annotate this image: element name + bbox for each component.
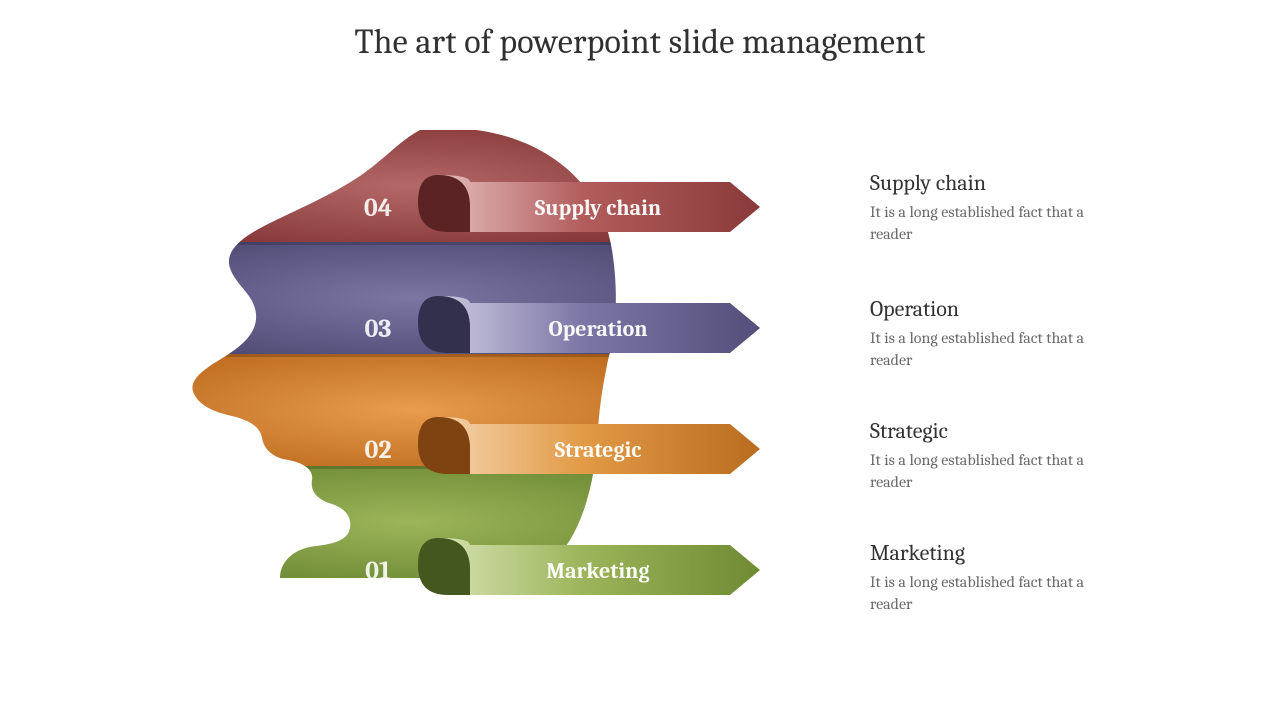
arrow-label-4: Supply chain bbox=[535, 195, 661, 221]
arrow-label-1: Marketing bbox=[546, 558, 649, 584]
side-item-strategic: Strategic It is a long established fact … bbox=[870, 418, 1110, 493]
side-desc: It is a long established fact that a rea… bbox=[870, 450, 1110, 493]
side-heading: Strategic bbox=[870, 418, 1110, 444]
band-number-2: 02 bbox=[364, 435, 391, 465]
band-number-4: 04 bbox=[364, 193, 392, 223]
slide: The art of powerpoint slide management bbox=[0, 0, 1280, 720]
side-heading: Marketing bbox=[870, 540, 1110, 566]
side-desc: It is a long established fact that a rea… bbox=[870, 572, 1110, 615]
side-desc: It is a long established fact that a rea… bbox=[870, 328, 1110, 371]
band-number-1: 01 bbox=[365, 556, 391, 586]
band-number-3: 03 bbox=[364, 314, 391, 344]
side-item-operation: Operation It is a long established fact … bbox=[870, 296, 1110, 371]
side-item-supply-chain: Supply chain It is a long established fa… bbox=[870, 170, 1110, 245]
side-desc: It is a long established fact that a rea… bbox=[870, 202, 1110, 245]
arrow-label-3: Operation bbox=[548, 316, 647, 342]
arrow-label-2: Strategic bbox=[555, 437, 642, 463]
side-item-marketing: Marketing It is a long established fact … bbox=[870, 540, 1110, 615]
side-heading: Supply chain bbox=[870, 170, 1110, 196]
side-heading: Operation bbox=[870, 296, 1110, 322]
